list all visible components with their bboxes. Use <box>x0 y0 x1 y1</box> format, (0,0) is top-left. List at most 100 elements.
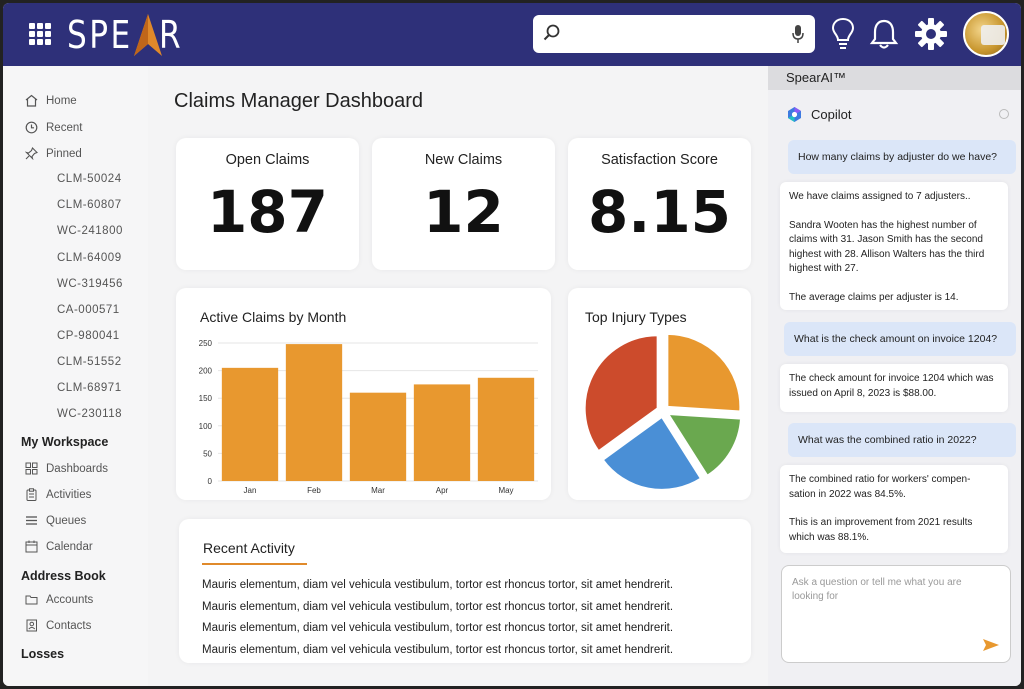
losses-heading[interactable]: Losses <box>21 647 65 661</box>
nav-label: Dashboards <box>46 462 109 475</box>
bar-chart: 0 50 100 150 200 250 Jan Feb Mar Apr May <box>199 339 538 495</box>
nav-contacts[interactable]: Contacts <box>25 619 91 632</box>
gear-icon[interactable] <box>915 18 947 50</box>
user-message: How many claims by adjuster do we have? <box>788 140 1016 174</box>
title-underline <box>202 563 307 565</box>
kpi-value: 12 <box>423 178 504 246</box>
nav-label: Pinned <box>46 147 82 160</box>
nav-dashboards[interactable]: Dashboards <box>25 462 108 475</box>
recent-activity-title: Recent Activity <box>203 540 295 556</box>
nav-home[interactable]: Home <box>25 94 77 107</box>
search-icon <box>543 24 560 41</box>
avatar[interactable] <box>963 11 1009 57</box>
pinned-claim[interactable]: WC-319456 <box>57 278 123 290</box>
pinned-claim[interactable]: CLM-51552 <box>57 356 122 368</box>
nav-activities[interactable]: Activities <box>25 488 91 501</box>
nav-calendar[interactable]: Calendar <box>25 540 93 553</box>
x-tick-label: May <box>498 486 513 495</box>
nav-label: Contacts <box>46 619 92 632</box>
activity-item[interactable]: Mauris elementum, diam vel vehicula vest… <box>202 601 674 613</box>
nav-label: Calendar <box>46 540 93 553</box>
kpi-card-open-claims[interactable]: Open Claims 187 <box>176 138 359 270</box>
kpi-label: Satisfaction Score <box>601 152 718 168</box>
clock-icon <box>25 121 38 134</box>
bar[interactable] <box>285 344 343 481</box>
recent-activity-card: Recent Activity Mauris elementum, diam v… <box>179 519 751 663</box>
panel-header: SpearAI™ <box>768 66 1021 90</box>
calendar-icon <box>25 540 38 553</box>
pinned-claim[interactable]: CLM-64009 <box>57 252 122 264</box>
sidebar: Home Recent Pinned CLM-50024 CLM-60807 W… <box>3 66 148 686</box>
search-input[interactable] <box>567 24 777 44</box>
apps-grid-icon[interactable] <box>29 23 51 45</box>
home-icon <box>25 94 38 107</box>
nav-accounts[interactable]: Accounts <box>25 593 93 606</box>
pie-slice[interactable] <box>666 332 742 413</box>
copilot-logo-icon <box>788 107 801 122</box>
pie-chart <box>583 332 743 491</box>
refresh-icon[interactable] <box>999 109 1009 119</box>
y-tick-label: 100 <box>199 422 213 431</box>
x-tick-label: Feb <box>307 486 321 495</box>
x-tick-label: Apr <box>436 486 449 495</box>
pin-icon <box>25 147 38 160</box>
spear-logo[interactable]: SPE R <box>67 13 184 57</box>
clipboard-icon <box>26 488 37 501</box>
pinned-claim[interactable]: WC-230118 <box>57 408 123 420</box>
panel-title: SpearAI™ <box>786 70 846 85</box>
top-header: SPE R <box>3 3 1021 66</box>
x-tick-label: Jan <box>244 486 257 495</box>
kpi-card-satisfaction-score[interactable]: Satisfaction Score 8.15 <box>568 138 751 270</box>
kpi-card-new-claims[interactable]: New Claims 12 <box>372 138 555 270</box>
user-message: What was the combined ratio in 2022? <box>788 423 1016 457</box>
copilot-name: Copilot <box>811 107 852 122</box>
bar[interactable] <box>221 367 279 481</box>
y-tick-label: 0 <box>208 477 213 486</box>
pinned-claim[interactable]: CA-000571 <box>57 304 120 316</box>
bar-chart-card: Active Claims by Month 0 50 100 150 200 250 Ja… <box>176 288 551 500</box>
kpi-value: 187 <box>206 178 329 246</box>
page-title: Claims Manager Dashboard <box>174 90 424 112</box>
kpi-label: New Claims <box>424 152 503 168</box>
folder-icon <box>25 595 38 605</box>
nav-queues[interactable]: Queues <box>25 514 86 527</box>
microphone-icon[interactable] <box>791 24 805 44</box>
pie-slice[interactable] <box>583 334 659 453</box>
global-search[interactable] <box>533 15 815 53</box>
send-icon[interactable] <box>982 638 1000 652</box>
x-tick-label: Mar <box>371 486 385 495</box>
y-tick-label: 250 <box>199 339 213 348</box>
bot-message: The check amount for invoice 1204 which … <box>780 364 1008 412</box>
bell-icon[interactable] <box>869 18 899 50</box>
pinned-claim[interactable]: CLM-68971 <box>57 382 122 394</box>
activity-item[interactable]: Mauris elementum, diam vel vehicula vest… <box>202 644 674 656</box>
pie-slice[interactable] <box>601 415 703 491</box>
nav-label: Recent <box>46 121 83 134</box>
nav-label: Accounts <box>46 593 94 606</box>
chat-input-box[interactable] <box>781 565 1011 663</box>
pinned-claim[interactable]: WC-241800 <box>57 225 123 237</box>
y-tick-label: 50 <box>203 449 212 458</box>
nav-pinned[interactable]: Pinned <box>25 147 82 160</box>
pie-slice[interactable] <box>666 412 743 478</box>
bar[interactable] <box>413 384 471 481</box>
pinned-claim[interactable]: CP-980041 <box>57 330 120 342</box>
activity-item[interactable]: Mauris elementum, diam vel vehicula vest… <box>202 579 674 591</box>
my-workspace-heading: My Workspace <box>21 435 109 449</box>
kpi-label: Open Claims <box>225 152 310 168</box>
bar[interactable] <box>477 377 535 481</box>
list-icon <box>26 516 37 525</box>
pinned-claim[interactable]: CLM-60807 <box>57 199 122 211</box>
activity-item[interactable]: Mauris elementum, diam vel vehicula vest… <box>202 622 674 634</box>
y-tick-label: 150 <box>199 394 213 403</box>
chat-input[interactable] <box>792 576 982 636</box>
kpi-value: 8.15 <box>587 178 732 246</box>
pie-chart-card: Top Injury Types <box>568 288 751 500</box>
pinned-claim[interactable]: CLM-50024 <box>57 173 122 185</box>
bot-message: The combined ratio for workers' compen- … <box>780 465 1008 553</box>
nav-label: Activities <box>46 488 92 501</box>
nav-recent[interactable]: Recent <box>25 121 82 134</box>
lightbulb-icon[interactable] <box>831 17 855 51</box>
chart-title: Active Claims by Month <box>200 309 347 325</box>
bar[interactable] <box>349 392 407 481</box>
